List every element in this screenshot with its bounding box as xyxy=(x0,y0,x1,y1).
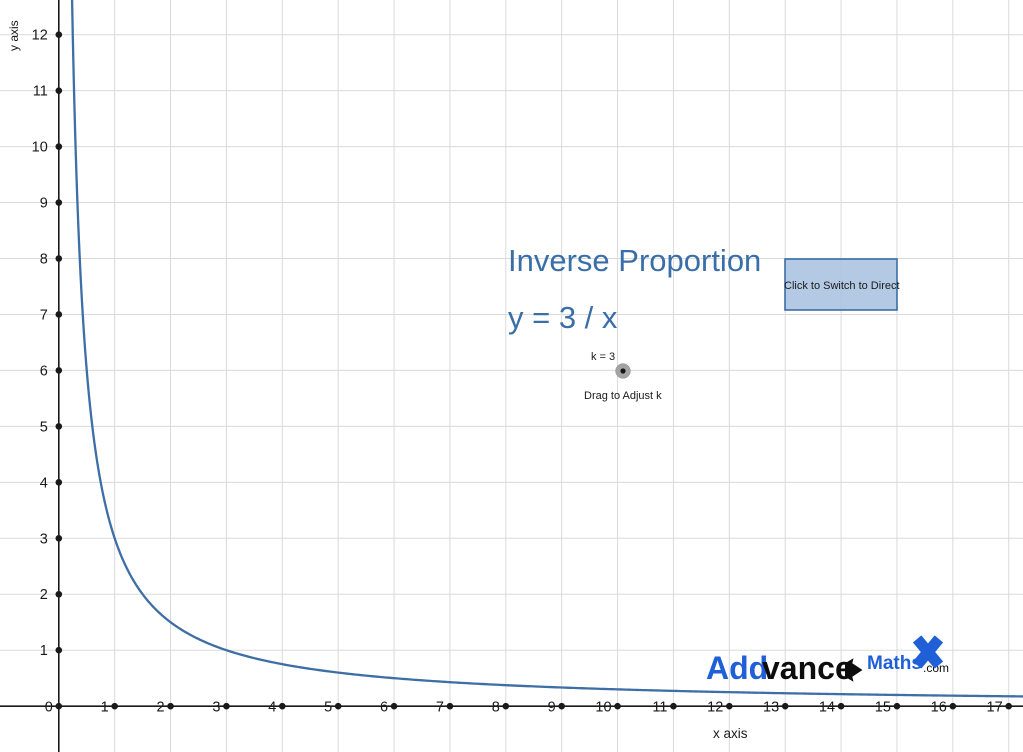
svg-text:2: 2 xyxy=(156,699,164,715)
svg-text:y = 3 / x: y = 3 / x xyxy=(508,300,618,335)
svg-text:5: 5 xyxy=(40,419,48,435)
svg-text:14: 14 xyxy=(819,699,835,715)
svg-text:5: 5 xyxy=(324,699,332,715)
svg-text:Add: Add xyxy=(706,650,768,686)
svg-text:8: 8 xyxy=(492,699,500,715)
svg-text:1: 1 xyxy=(101,699,109,715)
svg-text:12: 12 xyxy=(707,699,723,715)
svg-text:11: 11 xyxy=(33,84,48,100)
svg-text:0: 0 xyxy=(45,699,53,715)
svg-text:Inverse Proportion: Inverse Proportion xyxy=(508,243,761,278)
svg-text:vance: vance xyxy=(762,650,853,686)
svg-text:15: 15 xyxy=(875,699,891,715)
svg-text:7: 7 xyxy=(40,307,48,323)
svg-text:k = 3: k = 3 xyxy=(591,351,615,363)
svg-text:17: 17 xyxy=(987,699,1003,715)
svg-text:3: 3 xyxy=(212,699,220,715)
svg-text:2: 2 xyxy=(40,587,48,603)
svg-text:Maths: Maths xyxy=(867,653,922,674)
svg-text:4: 4 xyxy=(40,475,48,491)
svg-text:9: 9 xyxy=(40,196,48,212)
svg-text:12: 12 xyxy=(32,28,48,44)
svg-text:16: 16 xyxy=(931,699,947,715)
svg-text:y axis: y axis xyxy=(7,20,21,51)
svg-text:3: 3 xyxy=(40,531,48,547)
svg-text:9: 9 xyxy=(548,699,556,715)
svg-text:1: 1 xyxy=(40,643,48,659)
svg-text:13: 13 xyxy=(763,699,779,715)
svg-text:10: 10 xyxy=(595,699,611,715)
svg-text:7: 7 xyxy=(436,699,444,715)
svg-text:6: 6 xyxy=(40,363,48,379)
svg-text:10: 10 xyxy=(32,140,48,156)
svg-text:11: 11 xyxy=(652,699,667,715)
svg-text:x axis: x axis xyxy=(713,726,748,741)
svg-text:6: 6 xyxy=(380,699,388,715)
svg-text:Click to Switch to Direct: Click to Switch to Direct xyxy=(784,280,900,292)
svg-text:4: 4 xyxy=(268,699,276,715)
svg-text:Drag to Adjust k: Drag to Adjust k xyxy=(584,390,662,402)
svg-text:8: 8 xyxy=(40,252,48,268)
